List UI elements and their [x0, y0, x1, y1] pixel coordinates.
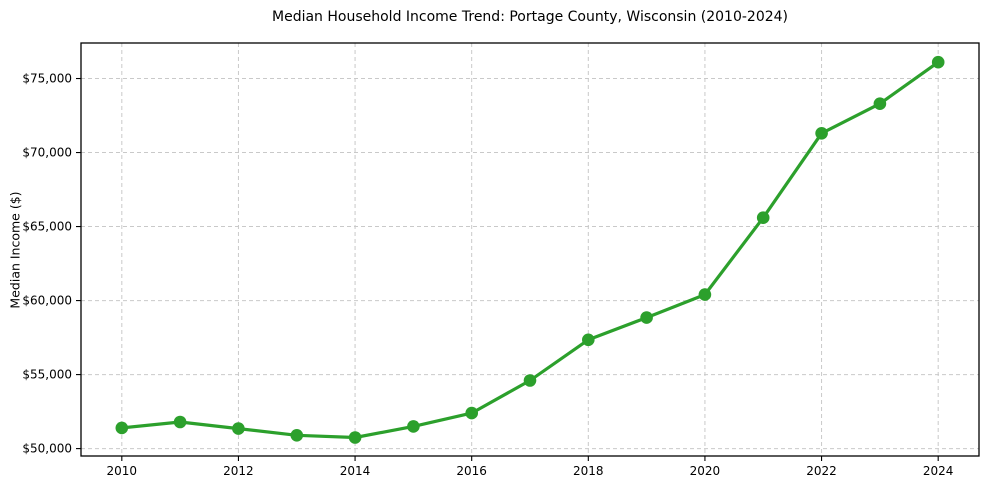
data-point-marker — [582, 333, 595, 347]
y-tick-label: $60,000 — [22, 294, 72, 308]
x-tick-label: 2010 — [107, 464, 138, 478]
x-tick-label: 2024 — [923, 464, 954, 478]
data-point-marker — [290, 429, 304, 442]
data-point-marker — [640, 311, 653, 324]
y-tick-label: $70,000 — [22, 146, 72, 160]
y-tick-label: $50,000 — [22, 442, 72, 456]
x-tick-label: 2016 — [456, 464, 487, 478]
data-point-marker — [465, 406, 479, 420]
plot-border — [80, 42, 980, 457]
data-point-marker — [232, 422, 245, 435]
data-point-marker — [523, 374, 537, 387]
data-point-marker — [115, 421, 129, 435]
x-tick-label: 2020 — [690, 464, 721, 478]
y-tick-label: $55,000 — [22, 368, 72, 382]
data-point-marker — [348, 431, 362, 444]
chart-title: Median Household Income Trend: Portage C… — [272, 9, 788, 25]
y-tick-label: $65,000 — [22, 220, 72, 234]
data-point-marker — [873, 97, 887, 110]
x-tick-label: 2014 — [340, 464, 371, 478]
data-point-marker — [698, 288, 712, 301]
data-point-marker — [815, 127, 828, 140]
data-point-marker — [407, 420, 420, 433]
data-point-marker — [173, 415, 187, 429]
data-point-marker — [756, 211, 770, 224]
data-point-marker — [931, 55, 945, 69]
x-tick-label: 2018 — [573, 464, 604, 478]
y-tick-label: $75,000 — [22, 72, 72, 86]
x-tick-label: 2012 — [223, 464, 254, 478]
x-tick-label: 2022 — [806, 464, 837, 478]
